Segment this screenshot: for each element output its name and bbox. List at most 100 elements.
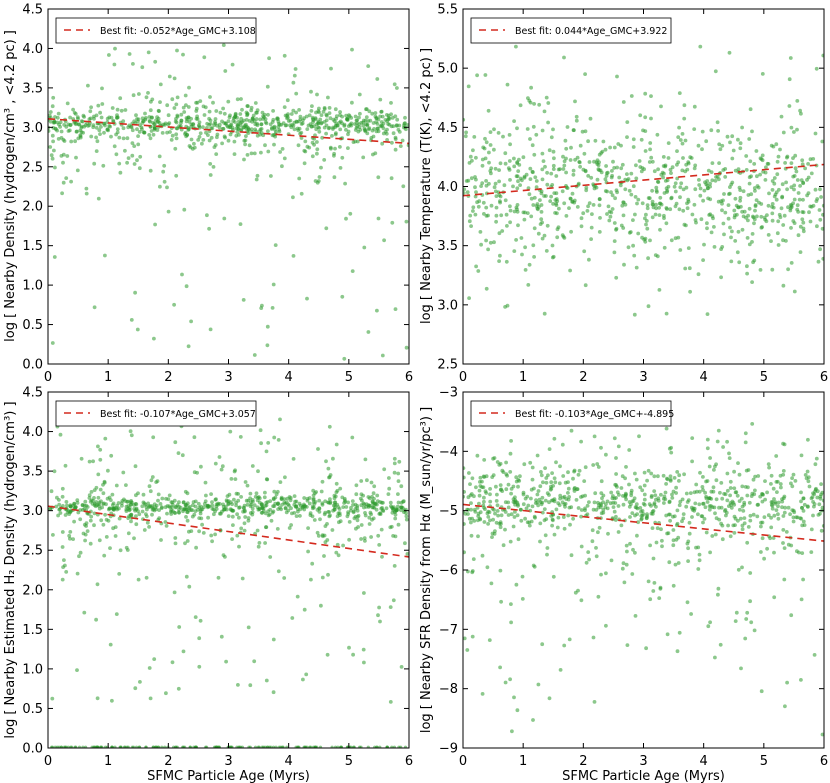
data-point xyxy=(88,541,93,546)
data-point xyxy=(62,745,66,748)
data-point xyxy=(390,140,394,145)
data-point xyxy=(777,212,782,217)
data-point xyxy=(230,62,235,67)
data-point xyxy=(696,143,701,148)
data-point xyxy=(264,678,269,683)
data-point xyxy=(162,179,167,184)
data-point xyxy=(798,184,802,188)
y-tick-label: −5 xyxy=(439,504,458,519)
data-point xyxy=(353,128,358,132)
data-point xyxy=(284,510,289,515)
data-point xyxy=(806,505,810,509)
data-point xyxy=(751,477,756,482)
data-point xyxy=(713,511,717,516)
data-point xyxy=(791,472,796,477)
data-point xyxy=(713,532,718,537)
data-point xyxy=(512,515,517,519)
data-point xyxy=(754,149,759,153)
data-point xyxy=(244,122,248,127)
data-point xyxy=(616,504,621,508)
data-point xyxy=(332,507,337,512)
data-point xyxy=(174,136,179,141)
data-point xyxy=(50,745,54,748)
data-point xyxy=(97,128,102,133)
data-point xyxy=(468,493,473,498)
data-point xyxy=(468,154,473,159)
data-point xyxy=(160,131,165,135)
data-point xyxy=(645,203,650,208)
data-point xyxy=(406,123,409,127)
data-point xyxy=(558,493,563,498)
data-point xyxy=(540,177,545,182)
data-point xyxy=(748,518,753,523)
data-point xyxy=(132,507,137,511)
data-point xyxy=(124,483,128,487)
data-point xyxy=(795,203,800,208)
data-point xyxy=(404,517,409,522)
data-point xyxy=(599,572,603,577)
data-point xyxy=(170,97,175,102)
data-point xyxy=(637,434,641,439)
data-point xyxy=(471,148,475,153)
data-point xyxy=(106,518,111,523)
data-point xyxy=(574,498,579,502)
data-point xyxy=(309,577,313,582)
data-point xyxy=(322,158,327,162)
data-point xyxy=(599,503,604,508)
data-point xyxy=(675,470,680,474)
data-point xyxy=(595,177,600,182)
data-point xyxy=(332,153,336,158)
data-point xyxy=(676,535,681,540)
data-point xyxy=(705,437,710,442)
data-point xyxy=(623,187,628,192)
data-point xyxy=(677,207,682,212)
data-point xyxy=(571,168,576,173)
data-point xyxy=(682,116,687,121)
data-point xyxy=(238,112,243,116)
data-point xyxy=(793,479,798,483)
data-point xyxy=(579,544,584,549)
data-point xyxy=(48,507,53,511)
data-point xyxy=(821,256,824,261)
data-point xyxy=(595,462,600,466)
data-point xyxy=(259,306,264,310)
data-point xyxy=(802,502,807,507)
data-point xyxy=(783,704,787,709)
data-point xyxy=(645,206,650,211)
data-point xyxy=(268,122,273,127)
data-point xyxy=(190,508,195,513)
x-axis-label: SFMC Particle Age (Myrs) xyxy=(562,769,725,783)
data-point xyxy=(664,206,669,210)
data-point xyxy=(631,137,636,142)
data-point xyxy=(724,513,728,518)
data-point xyxy=(302,148,307,153)
data-point xyxy=(611,500,616,505)
data-point xyxy=(159,538,163,542)
data-point xyxy=(521,155,526,160)
data-point xyxy=(506,482,511,487)
data-point xyxy=(144,95,149,100)
data-point xyxy=(491,517,495,522)
data-point xyxy=(195,470,200,475)
data-point xyxy=(495,509,500,513)
data-point xyxy=(781,528,786,532)
data-point xyxy=(736,567,741,572)
data-point xyxy=(643,216,647,221)
data-point xyxy=(487,638,492,642)
data-point xyxy=(361,493,365,498)
data-point xyxy=(772,497,776,501)
data-point xyxy=(515,708,520,713)
data-point xyxy=(110,492,115,497)
data-point xyxy=(195,117,200,121)
data-point xyxy=(531,243,536,248)
data-point xyxy=(549,171,554,176)
data-point xyxy=(140,121,145,125)
data-point xyxy=(192,435,197,440)
data-point xyxy=(264,449,269,454)
data-point xyxy=(783,161,787,165)
data-point xyxy=(596,167,601,172)
data-point xyxy=(74,155,78,160)
data-point xyxy=(650,199,655,204)
data-point xyxy=(283,506,288,511)
data-point xyxy=(551,202,555,206)
